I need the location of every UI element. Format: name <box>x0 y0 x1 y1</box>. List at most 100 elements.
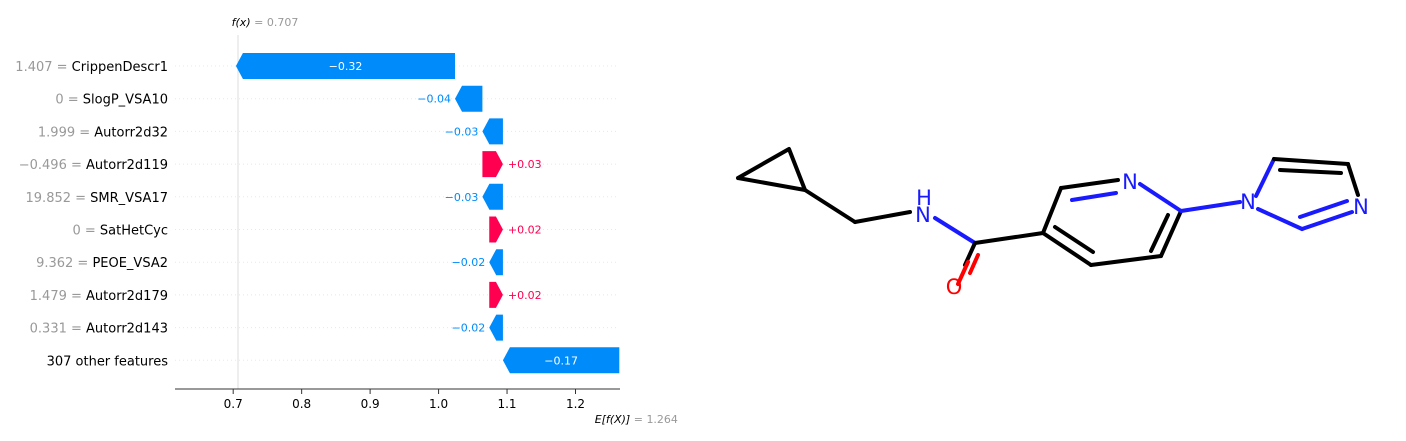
feature-label: 19.852 = SMR_VSA17 <box>26 191 168 206</box>
feature-name: Autorr2d179 <box>86 289 168 304</box>
imid-bond-2 <box>1272 157 1350 166</box>
bond-ring-imidazole <box>1179 200 1242 213</box>
shap-value-label: −0.17 <box>544 354 578 367</box>
atom-label-amide-n: N <box>915 203 931 227</box>
feature-label: 1.999 = Autorr2d32 <box>38 125 168 140</box>
bond-n-co <box>933 216 977 245</box>
fx-annotation: f(x) = 0.707 <box>232 16 299 29</box>
fx-equals: = <box>251 16 267 29</box>
feature-name: PEOE_VSA2 <box>92 256 168 271</box>
feature-label: 0 = SlogP_VSA10 <box>55 93 168 108</box>
feature-value: 19.852 = <box>26 191 91 206</box>
shap-bar <box>489 216 503 243</box>
imid-bond-1 <box>1254 157 1276 198</box>
bond-ch2-ring <box>803 188 857 224</box>
cyclopropyl-ring <box>736 147 807 192</box>
feature-value: 0 = <box>55 93 82 108</box>
imid-bond-4 <box>1300 210 1354 231</box>
x-tick-label: 0.7 <box>224 397 243 411</box>
ring-bond-5 <box>1089 254 1163 267</box>
feature-name: Autorr2d32 <box>94 125 168 140</box>
feature-value: −0.496 = <box>19 158 86 173</box>
feature-name: Autorr2d143 <box>86 322 168 337</box>
feature-name: SMR_VSA17 <box>90 191 168 206</box>
shap-value-label: −0.04 <box>417 93 451 106</box>
feature-label: −0.496 = Autorr2d119 <box>19 158 168 173</box>
feature-value: 1.407 = <box>15 60 71 75</box>
ring-bond-3 <box>1138 182 1183 213</box>
bond-c-o-2 <box>968 253 980 275</box>
ring-bond-2 <box>1059 178 1120 190</box>
bond-c-o-1 <box>956 260 970 286</box>
shap-bar <box>482 183 503 210</box>
molecule-structure: N H O N N N <box>736 147 1369 299</box>
feature-value: 1.999 = <box>38 125 94 140</box>
shap-value-label: +0.02 <box>508 224 542 237</box>
x-tick-label: 1.1 <box>497 397 516 411</box>
atom-label-imidazole-n3: N <box>1353 195 1369 219</box>
shap-value-label: −0.03 <box>445 191 479 204</box>
shap-value-label: −0.03 <box>445 125 479 138</box>
fx-value: 0.707 <box>267 16 299 29</box>
shap-value-label: −0.02 <box>452 256 486 269</box>
shap-bar <box>489 281 503 308</box>
bond-co-ring <box>973 231 1045 245</box>
bond-ch2-n <box>853 210 912 224</box>
x-tick-label: 1.2 <box>566 397 585 411</box>
ring-bond-6-double <box>1053 225 1095 254</box>
ring-bond-4 <box>1159 209 1183 258</box>
imid-bond-2-double <box>1278 168 1343 175</box>
feature-value: 0.331 = <box>30 322 86 337</box>
shap-bar <box>502 347 620 374</box>
shap-bar <box>482 118 503 145</box>
shap-value-label: −0.02 <box>452 322 486 335</box>
atom-label-carbonyl-o: O <box>946 275 963 299</box>
feature-name: SlogP_VSA10 <box>83 93 168 108</box>
feature-name: Autorr2d119 <box>86 158 168 173</box>
shap-bar <box>235 53 456 79</box>
ex-value: 1.264 <box>646 413 678 426</box>
feature-name: SatHetCyc <box>100 224 168 239</box>
waterfall-chart: −0.17 307 other features −0.02 0.331 = Auto… <box>15 16 678 426</box>
shap-value-label: −0.32 <box>329 60 363 73</box>
ring-bond-2-double <box>1070 191 1118 202</box>
atom-label-pyridine-n: N <box>1122 170 1138 194</box>
imid-bond-3 <box>1346 162 1360 197</box>
x-tick-label: 1.0 <box>429 397 448 411</box>
feature-rows: −0.17 307 other features −0.02 0.331 = Auto… <box>15 53 620 374</box>
atom-label-imidazole-n1: N <box>1240 190 1256 214</box>
x-axis-ticks: 0.7 0.8 0.9 1.0 1.1 1.2 <box>224 389 585 411</box>
feature-name: 307 other features <box>47 354 169 369</box>
feature-value: 0 = <box>72 224 99 239</box>
imid-bond-5 <box>1256 207 1304 231</box>
feature-label: 9.362 = PEOE_VSA2 <box>36 256 168 271</box>
feature-label: 307 other features <box>47 354 169 369</box>
molecule-bonds <box>736 147 1360 286</box>
imid-bond-4-double <box>1298 199 1349 219</box>
shap-value-label: +0.02 <box>508 289 542 302</box>
atom-label-amide-h: H <box>916 186 932 210</box>
feature-value: 1.479 = <box>30 289 86 304</box>
ex-label: E[f(X)] <box>595 413 631 426</box>
ex-equals: = <box>630 413 646 426</box>
shap-bar <box>489 249 503 276</box>
feature-label: 1.407 = CrippenDescr1 <box>15 60 168 75</box>
ring-bond-6 <box>1041 231 1093 267</box>
ring-bond-1 <box>1041 186 1063 235</box>
feature-label: 0.331 = Autorr2d143 <box>30 322 168 337</box>
ring-bond-4-double <box>1149 213 1170 253</box>
expected-value-annotation: E[f(X)] = 1.264 <box>595 413 678 426</box>
shap-bar <box>455 85 483 112</box>
feature-label: 1.479 = Autorr2d179 <box>30 289 168 304</box>
feature-value: 9.362 = <box>36 256 92 271</box>
feature-name: CrippenDescr1 <box>72 60 168 75</box>
molecule-atom-labels: N H O N N N <box>915 170 1369 299</box>
x-tick-label: 0.8 <box>292 397 311 411</box>
feature-label: 0 = SatHetCyc <box>72 224 168 239</box>
shap-bar <box>489 314 503 341</box>
shap-value-label: +0.03 <box>508 158 542 171</box>
x-tick-label: 0.9 <box>361 397 380 411</box>
shap-bar <box>482 151 503 178</box>
fx-label: f(x) <box>232 16 251 29</box>
